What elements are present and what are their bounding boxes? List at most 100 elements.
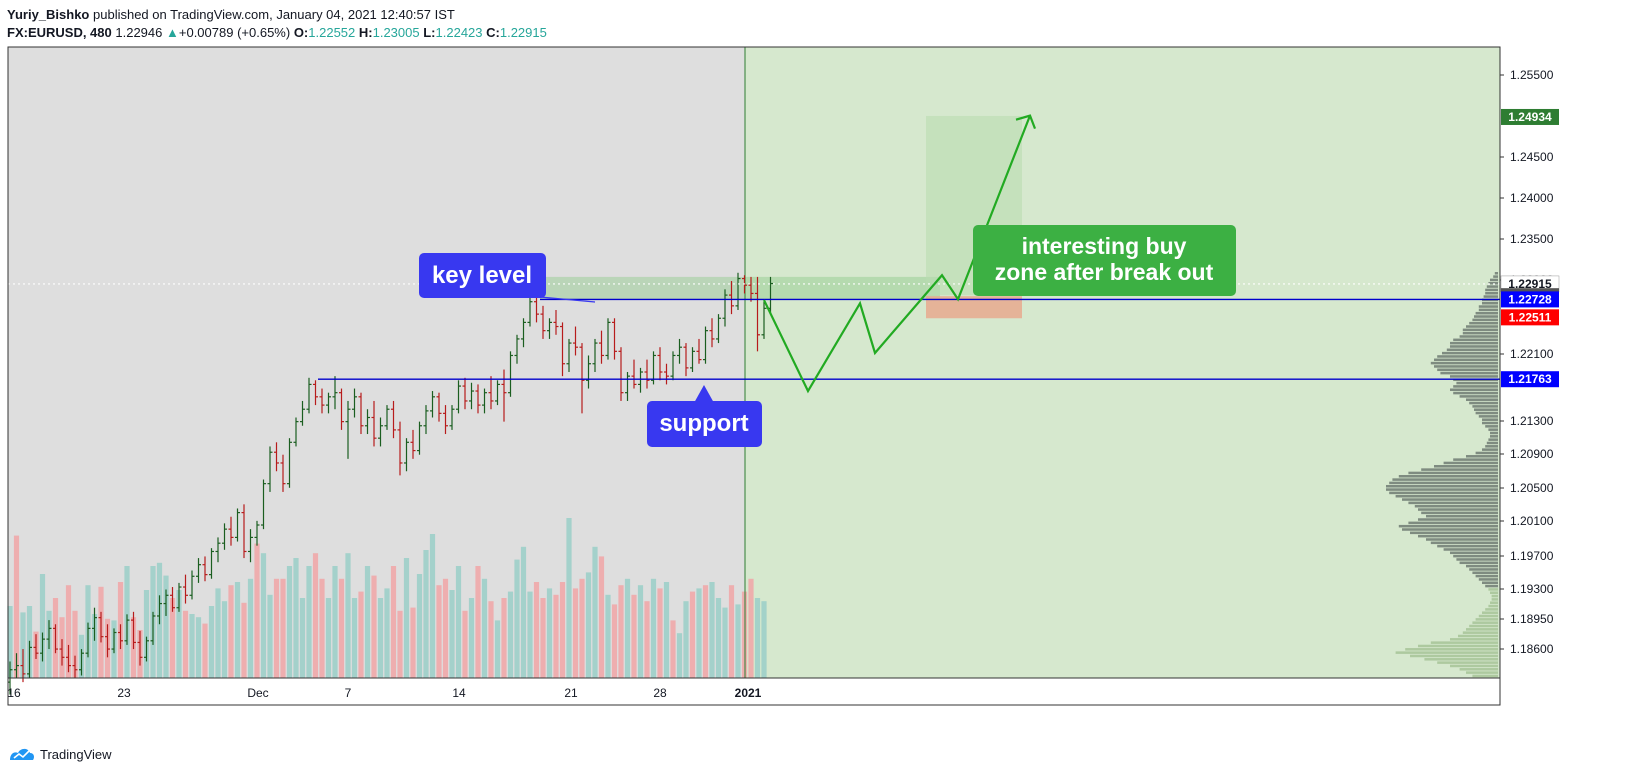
volume-bar — [429, 534, 436, 678]
volume-bar — [559, 582, 566, 678]
volume-profile-bar — [1450, 551, 1498, 555]
volume-profile-bar — [1482, 418, 1498, 421]
volume-bar — [507, 591, 514, 678]
projected-path-arrowhead — [1015, 114, 1037, 130]
volume-bar — [605, 594, 611, 678]
price-label: 1.22728 — [1508, 292, 1552, 306]
ohlc-bar — [397, 421, 403, 476]
volume-bar — [585, 572, 592, 678]
ohlc-bar — [241, 504, 247, 559]
volume-profile-bar — [1456, 381, 1498, 385]
volume-profile-bar — [1488, 604, 1498, 608]
volume-bar — [299, 598, 306, 678]
ohlc-bar — [118, 624, 123, 650]
volume-profile-bar — [1486, 285, 1498, 288]
ohlc-bar — [722, 289, 728, 327]
ohlc-bar — [553, 309, 559, 335]
volume-profile-bar — [1493, 275, 1498, 278]
volume-profile-bar — [1450, 388, 1498, 392]
ohlc-bar — [33, 634, 39, 659]
volume-bar — [163, 575, 169, 678]
author-name[interactable]: Yuriy_Bishko — [7, 7, 90, 22]
volume-profile-bar — [1434, 358, 1498, 362]
volume-profile-bar — [1408, 521, 1498, 525]
ohlc-bar — [176, 582, 182, 612]
footer-brand[interactable]: TradingView — [40, 746, 112, 762]
volume-bar — [215, 588, 221, 678]
volume-bar — [221, 601, 228, 678]
ohlc-bar — [170, 587, 175, 612]
volume-profile-bar — [1490, 435, 1498, 438]
ohlc-bar — [352, 388, 357, 418]
ohlc-bar — [573, 326, 578, 356]
volume-profile-bar — [1408, 501, 1498, 505]
volume-bar — [455, 566, 462, 678]
volume-profile-bar — [1485, 425, 1498, 428]
volume-bar — [195, 617, 202, 678]
buy-zone-label-line1: interesting buy — [1022, 233, 1187, 259]
footer: TradingView — [8, 746, 112, 762]
volume-bar — [761, 601, 767, 678]
ohlc-bar — [644, 359, 650, 389]
ohlc-bar — [709, 318, 715, 348]
volume-bar — [650, 578, 657, 678]
ohlc-bar — [189, 570, 195, 600]
volume-profile-bar — [1478, 308, 1498, 312]
ohlc-bar — [560, 322, 565, 377]
ohlc-bar — [638, 367, 643, 393]
ohlc-bar — [27, 640, 32, 678]
ohlc-bar — [326, 392, 331, 414]
volume-profile-bar — [1418, 534, 1498, 538]
volume-bar — [442, 578, 449, 678]
price-tick-label: 1.21300 — [1510, 414, 1554, 428]
price-tick-label: 1.19300 — [1510, 582, 1554, 596]
volume-profile-bar — [1402, 498, 1498, 501]
ohlc-bar — [501, 369, 507, 422]
volume-profile-bar — [1426, 514, 1498, 518]
volume-profile-bar — [1408, 471, 1498, 475]
volume-profile-bar — [1453, 338, 1498, 342]
volume-profile-bar — [1485, 608, 1498, 611]
ohlc-bar — [690, 347, 695, 373]
volume-bar — [533, 582, 540, 678]
volume-profile-bar — [1424, 658, 1498, 661]
volume-bar — [345, 553, 351, 678]
ohlc-bar — [215, 537, 221, 563]
volume-profile-bar — [1466, 671, 1498, 674]
volume-profile-bar — [1466, 628, 1498, 631]
ohlc-bar — [703, 326, 708, 364]
ohlc-bar — [729, 281, 734, 315]
volume-profile-bar — [1443, 548, 1498, 551]
ohlc-bar — [436, 392, 442, 422]
price-tick-label: 1.20100 — [1510, 514, 1554, 528]
volume-bar — [397, 610, 403, 678]
volume-profile-bar — [1472, 621, 1498, 624]
price-label: 1.21763 — [1508, 372, 1552, 386]
price-label-box — [1501, 291, 1559, 308]
volume-profile-bar — [1494, 272, 1498, 275]
volume-profile-bar — [1386, 488, 1498, 491]
ohlc-bar — [482, 388, 487, 414]
volume-profile-bar — [1469, 401, 1498, 405]
ohlc-bar — [319, 388, 325, 414]
projected-path — [763, 115, 1032, 394]
ohlc-bar — [111, 628, 117, 654]
price-tick-label: 1.25500 — [1510, 68, 1554, 82]
volume-profile-bar — [1458, 634, 1498, 638]
volume-bar — [20, 612, 26, 678]
ohlc-bar — [274, 442, 279, 472]
ohlc-bar — [280, 454, 286, 492]
ohlc-bar — [163, 589, 169, 616]
key-level-zone — [540, 276, 940, 300]
volume-bar — [624, 578, 631, 678]
change-value: +0.00789 (+0.65%) — [178, 25, 291, 40]
time-tick-label: 16 — [7, 686, 21, 700]
open-value: 1.22552 — [308, 25, 356, 40]
volume-bar — [358, 591, 364, 678]
volume-profile-bar — [1402, 528, 1498, 531]
ohlc-bar — [46, 620, 52, 650]
volume-bar — [280, 578, 286, 678]
volume-profile-bar — [1453, 458, 1498, 461]
volume-profile-bar — [1459, 395, 1498, 398]
